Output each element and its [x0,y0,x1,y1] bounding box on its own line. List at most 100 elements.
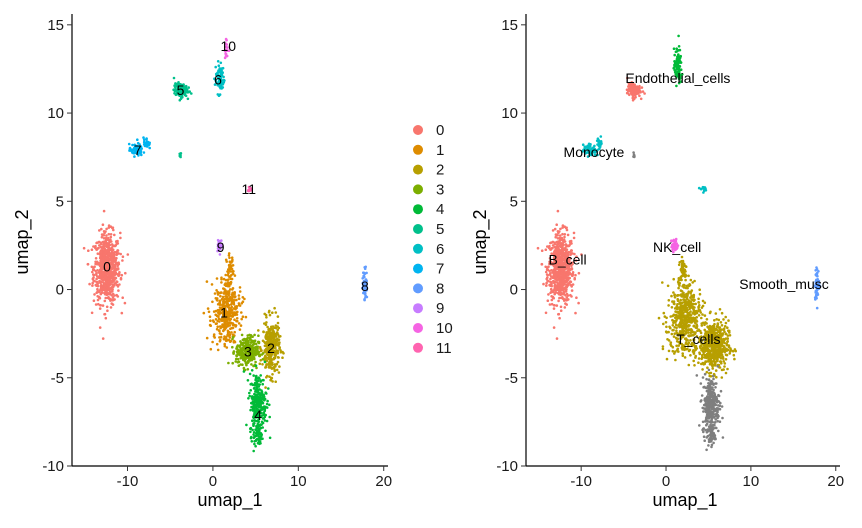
left-cell-point [275,368,279,372]
right-cell-point [714,418,717,421]
right-cell-point [672,291,675,294]
right-cell-point [700,306,704,309]
right-cell-point [558,289,562,293]
left-cell-point [92,273,95,276]
right-cell-point [678,261,681,264]
left-cell-point [250,435,253,439]
legend-label: 10 [436,320,453,337]
right-cell-point [727,345,731,349]
right-cell-point [673,307,677,310]
left-cell-point [236,352,240,356]
right-cell-point [715,318,718,321]
left-cell-point [254,394,257,398]
right-cell-point [698,288,701,292]
right-cell-point [674,358,677,362]
left-cell-point [211,340,214,344]
left-cell-point [228,333,232,336]
right-cell-point [711,420,714,424]
legend-item-6: 6 [413,241,444,258]
right-cell-point [561,284,565,287]
left-cell-point [115,283,119,287]
right-cell-point [688,348,692,352]
right-cell-point [707,382,710,385]
left-cell-point [234,360,237,363]
right-cell-point [664,330,668,334]
legend-swatch [413,204,423,215]
left-cell-point [271,327,274,331]
left-cell-point [94,244,97,248]
right-cell-point [689,296,692,299]
left-cell-point [227,254,231,257]
left-cell-point [256,340,260,344]
right-cell-point [549,287,553,291]
right-cell-point [675,314,679,318]
right-cell-point [550,298,554,302]
left-cell-point [249,408,252,412]
left-cell-point [212,333,216,336]
right-cell-point [557,284,561,287]
left-cell-point [217,315,220,319]
left-cell-point [252,433,255,436]
right-cell-point [697,301,701,304]
right-cell-point [716,404,720,407]
left-cell-point [255,348,258,351]
left-cell-point [261,363,264,366]
left-cell-point [103,313,106,316]
right-cell-point [675,50,679,53]
left-cell-point [104,293,107,296]
right-cell-point [726,367,729,371]
left-cell-point [93,279,96,283]
right-cell-point [677,45,681,48]
right-cell-point [695,316,699,319]
left-cell-point [99,304,102,307]
left-cell-point [113,294,116,297]
legend-swatch [413,243,423,254]
left-cell-point [111,285,115,289]
right-cell-point [684,310,687,313]
left-cell-point [255,400,258,404]
left-cell-point [233,330,236,334]
left-cell-point [99,268,103,271]
right-cell-point [710,393,714,396]
left-cell-point [94,303,98,306]
right-cell-point [716,419,719,423]
right-cell-point [723,338,726,342]
left-cell-point [207,310,211,314]
left-cell-point [215,327,219,331]
left-cell-point [215,342,219,346]
right-cell-point [714,386,717,389]
left-cell-point [148,146,151,150]
left-cell-point [208,323,212,327]
right-cell-point [638,94,641,98]
left-cell-point [221,295,225,299]
left-cell-point [258,429,261,432]
left-cell-point [109,238,112,241]
left-cell-point [264,386,267,389]
right-cell-point [683,299,687,302]
left-cell-point [254,444,257,448]
left-cell-point [226,329,230,333]
left-cell-point [268,313,272,317]
right-cell-point [561,272,564,276]
left-cell-point [108,297,112,301]
left-label-1: 1 [220,305,228,321]
right-cell-point [718,308,722,311]
left-cell-point [263,312,267,316]
right-cell-point [540,263,544,266]
left-cell-point [269,332,272,335]
right-cell-point [547,279,550,283]
right-cell-point [724,321,728,325]
left-cell-point [230,273,233,277]
left-cell-point [262,411,265,415]
left-cell-point [108,262,112,266]
right-cell-point [676,66,679,69]
right-cell-point [705,396,708,400]
right-cell-point [681,272,685,275]
left-cell-point [237,297,241,301]
right-cell-point [631,96,634,100]
right-cell-point [561,288,565,292]
left-cell-point [120,273,124,277]
left-cell-point [109,235,113,239]
right-cell-point [670,306,674,309]
